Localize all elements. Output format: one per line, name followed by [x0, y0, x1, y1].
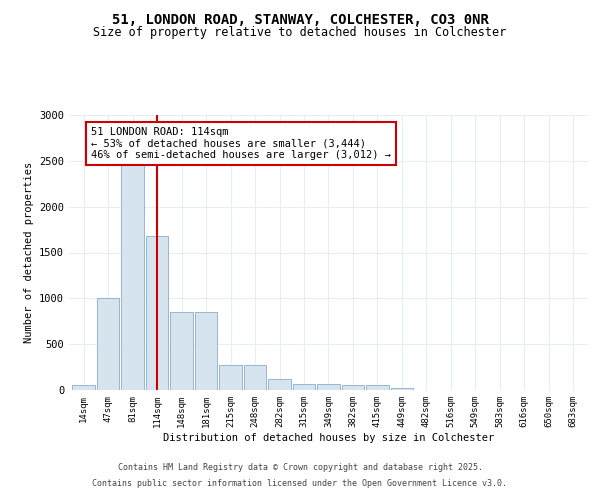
X-axis label: Distribution of detached houses by size in Colchester: Distribution of detached houses by size …	[163, 432, 494, 442]
Bar	[391, 388, 413, 390]
Bar	[195, 312, 217, 390]
Text: Size of property relative to detached houses in Colchester: Size of property relative to detached ho…	[94, 26, 506, 39]
Bar	[317, 384, 340, 390]
Bar	[244, 365, 266, 390]
Y-axis label: Number of detached properties: Number of detached properties	[23, 162, 34, 343]
Bar	[170, 312, 193, 390]
Text: Contains HM Land Registry data © Crown copyright and database right 2025.: Contains HM Land Registry data © Crown c…	[118, 464, 482, 472]
Bar	[97, 298, 119, 390]
Text: Contains public sector information licensed under the Open Government Licence v3: Contains public sector information licen…	[92, 478, 508, 488]
Bar	[342, 384, 364, 390]
Bar	[73, 386, 95, 390]
Bar	[268, 379, 291, 390]
Bar	[293, 384, 315, 390]
Bar	[366, 385, 389, 390]
Text: 51, LONDON ROAD, STANWAY, COLCHESTER, CO3 0NR: 51, LONDON ROAD, STANWAY, COLCHESTER, CO…	[112, 12, 488, 26]
Bar	[220, 365, 242, 390]
Bar	[146, 236, 169, 390]
Text: 51 LONDON ROAD: 114sqm
← 53% of detached houses are smaller (3,444)
46% of semi-: 51 LONDON ROAD: 114sqm ← 53% of detached…	[91, 127, 391, 160]
Bar	[121, 161, 144, 390]
